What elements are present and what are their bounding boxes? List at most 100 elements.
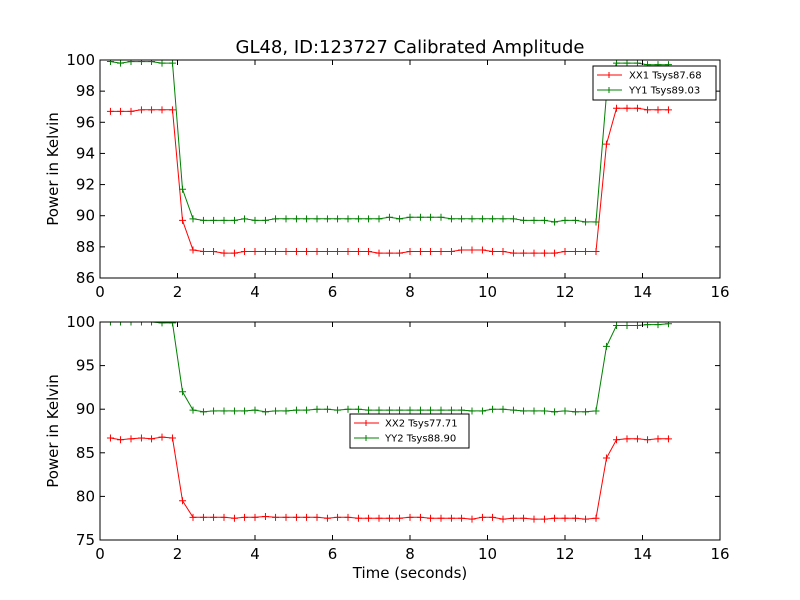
data-point xyxy=(571,216,579,224)
data-point xyxy=(623,435,631,443)
data-point xyxy=(447,248,455,256)
data-point xyxy=(468,407,476,415)
data-point xyxy=(334,248,342,256)
data-point xyxy=(334,513,342,521)
y-tick-label: 96 xyxy=(76,113,95,131)
data-point xyxy=(303,248,311,256)
data-point xyxy=(158,433,166,441)
data-point xyxy=(416,513,424,521)
data-point xyxy=(468,246,476,254)
data-point xyxy=(478,215,486,223)
data-point xyxy=(313,215,321,223)
data-point xyxy=(251,216,259,224)
data-point xyxy=(416,406,424,414)
data-point xyxy=(406,248,414,256)
data-point xyxy=(633,104,641,112)
data-point xyxy=(334,215,342,223)
data-point xyxy=(168,106,176,114)
data-point xyxy=(592,218,600,226)
data-point xyxy=(582,515,590,523)
data-point xyxy=(365,215,373,223)
data-point xyxy=(230,407,238,415)
data-point xyxy=(210,513,218,521)
data-point xyxy=(354,514,362,522)
data-point xyxy=(478,407,486,415)
data-point xyxy=(561,407,569,415)
data-point xyxy=(437,514,445,522)
data-point xyxy=(272,407,280,415)
data-point xyxy=(602,342,610,350)
data-point xyxy=(303,513,311,521)
data-point xyxy=(447,514,455,522)
data-point xyxy=(509,406,517,414)
data-point xyxy=(571,514,579,522)
data-point xyxy=(354,405,362,413)
data-point xyxy=(499,248,507,256)
x-tick-label: 12 xyxy=(555,283,574,301)
data-point xyxy=(427,406,435,414)
data-point xyxy=(127,435,135,443)
data-point xyxy=(592,407,600,415)
data-point xyxy=(179,388,187,396)
data-point xyxy=(540,216,548,224)
data-point xyxy=(179,185,187,193)
data-point xyxy=(148,322,156,326)
data-point xyxy=(230,249,238,257)
data-point xyxy=(334,406,342,414)
data-point xyxy=(220,216,228,224)
y-tick-label: 80 xyxy=(76,487,95,505)
data-point xyxy=(561,248,569,256)
data-point xyxy=(292,513,300,521)
data-point xyxy=(292,215,300,223)
data-point xyxy=(447,406,455,414)
data-point xyxy=(251,513,259,521)
data-point xyxy=(344,215,352,223)
data-point xyxy=(623,322,631,329)
data-point xyxy=(127,107,135,115)
data-point xyxy=(551,408,559,416)
top-legend: XX1 Tsys87.68 YY1 Tsys89.03 xyxy=(592,65,717,101)
data-point xyxy=(158,106,166,114)
y-tick-label: 100 xyxy=(66,313,95,331)
data-point xyxy=(210,407,218,415)
data-point xyxy=(385,514,393,522)
data-point xyxy=(241,248,249,256)
data-point xyxy=(282,248,290,256)
data-point xyxy=(137,60,145,66)
data-point xyxy=(654,106,662,114)
data-point xyxy=(354,248,362,256)
data-point xyxy=(365,406,373,414)
legend-marker-yy2 xyxy=(363,435,369,441)
bottom-legend-box xyxy=(349,413,470,449)
data-point xyxy=(530,407,538,415)
data-point xyxy=(468,515,476,523)
data-point xyxy=(127,60,135,66)
data-point xyxy=(292,248,300,256)
y-tick-label: 85 xyxy=(76,444,95,462)
data-point xyxy=(427,514,435,522)
data-point xyxy=(323,405,331,413)
top-subplot: GL48, ID:123727 Calibrated Amplitude 0 2 4… xyxy=(44,37,730,301)
data-point xyxy=(613,322,621,329)
data-point xyxy=(437,213,445,221)
data-point xyxy=(571,408,579,416)
x-tick-label: 6 xyxy=(328,545,338,563)
legend-label-yy2: YY2 Tsys88.90 xyxy=(384,434,456,445)
data-point xyxy=(148,435,156,443)
data-point xyxy=(551,249,559,257)
x-tick-label: 2 xyxy=(173,283,183,301)
legend-marker-xx2 xyxy=(363,420,369,426)
data-point xyxy=(179,497,187,505)
data-point xyxy=(530,216,538,224)
data-point xyxy=(117,322,125,326)
data-point xyxy=(272,215,280,223)
data-point xyxy=(396,514,404,522)
bottom-subplot: 0 2 4 6 8 10 12 14 16 75 80 85 90 95 100 Power in Kelv… xyxy=(44,313,730,582)
data-point xyxy=(478,513,486,521)
y-tick-label: 95 xyxy=(76,357,95,375)
data-point xyxy=(344,248,352,256)
data-point xyxy=(375,249,383,257)
data-point xyxy=(282,215,290,223)
y-tick-label: 100 xyxy=(66,51,95,69)
x-tick-label: 12 xyxy=(555,545,574,563)
